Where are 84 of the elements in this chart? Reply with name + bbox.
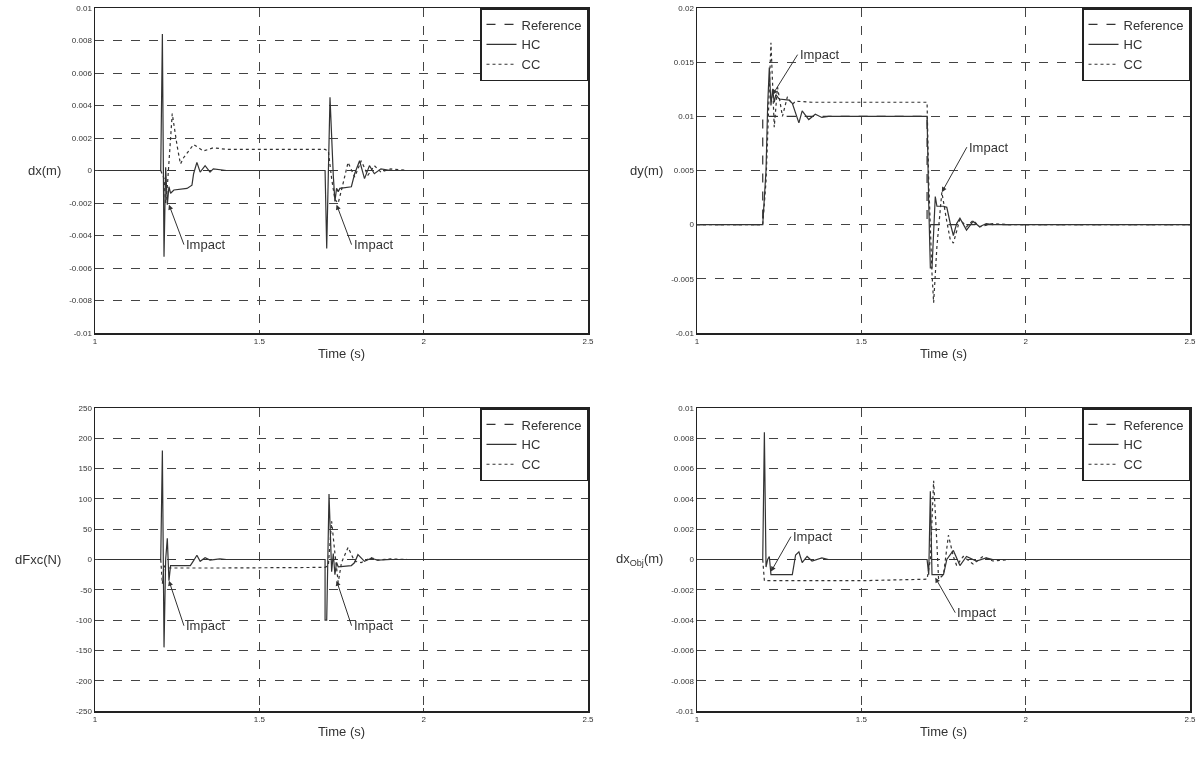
y-tick-label: -0.01 — [675, 328, 695, 338]
annotation: Impact — [186, 618, 226, 633]
annotation: Impact — [800, 47, 840, 62]
legend-label: Reference — [1123, 417, 1184, 433]
y-tick-label: 0.008 — [71, 36, 93, 46]
annotation: Impact — [354, 237, 394, 252]
annotation: Impact — [186, 237, 226, 252]
legend-label: HC — [521, 37, 541, 53]
y-axis-title: dx(m) — [28, 163, 62, 178]
y-tick-label: -0.006 — [671, 646, 695, 656]
y-tick-label: 100 — [78, 494, 93, 504]
x-tick-label: 1 — [92, 337, 98, 347]
y-axis-title: dy(m) — [630, 163, 664, 178]
y-tick-label: -0.006 — [69, 263, 93, 273]
y-tick-label: 50 — [82, 525, 93, 534]
y-tick-label: -0.005 — [671, 274, 695, 284]
legend-label: CC — [1123, 457, 1143, 473]
legend-label: Reference — [1123, 17, 1184, 33]
y-tick-label: 0.005 — [673, 166, 695, 176]
y-tick-label: 0.01 — [678, 112, 695, 122]
y-tick-label: 0.002 — [673, 525, 695, 534]
y-tick-label: 200 — [78, 434, 93, 444]
x-tick-label: 1 — [694, 337, 700, 347]
x-tick-label: 2.5 — [1184, 337, 1197, 347]
y-tick-label: 0.015 — [673, 57, 695, 67]
y-tick-label: -200 — [75, 676, 93, 686]
x-tick-label: 1 — [92, 715, 98, 725]
y-tick-label: -0.01 — [675, 706, 695, 716]
y-tick-label: 0.006 — [673, 464, 695, 474]
annotation: Impact — [793, 529, 833, 544]
legend-label: HC — [521, 437, 541, 453]
legend-label: CC — [521, 457, 541, 473]
x-tick-label: 2.5 — [1184, 715, 1197, 725]
legend-label: CC — [1123, 57, 1143, 73]
legend-label: CC — [521, 57, 541, 73]
annotation: Impact — [969, 140, 1009, 155]
legend-label: Reference — [521, 17, 582, 33]
x-tick-label: 2.5 — [582, 715, 595, 725]
y-tick-label: 0.01 — [76, 3, 93, 13]
legend-label: Reference — [521, 417, 582, 433]
y-tick-label: 0.004 — [71, 101, 93, 111]
y-axis-title: dx$_{Obj}$(m) — [616, 551, 664, 568]
x-axis-title: Time (s) — [919, 724, 968, 740]
annotation: Impact — [354, 618, 394, 633]
y-tick-label: 0 — [87, 166, 93, 176]
legend-label: HC — [1123, 437, 1143, 453]
y-tick-label: 0 — [689, 555, 695, 565]
y-tick-label: 0.01 — [678, 403, 695, 413]
x-tick-label: 1.5 — [253, 715, 266, 725]
x-tick-label: 1 — [694, 715, 700, 725]
y-tick-label: -150 — [75, 646, 93, 656]
y-tick-label: -0.008 — [671, 676, 695, 686]
y-tick-label: -0.008 — [69, 296, 93, 306]
legend-label: HC — [1123, 37, 1143, 53]
x-tick-label: 2 — [1023, 715, 1029, 725]
x-tick-label: 2 — [421, 337, 427, 347]
y-tick-label: 250 — [78, 403, 93, 413]
x-axis-title: Time (s) — [317, 346, 366, 362]
y-axis-title: dFxc(N) — [15, 552, 62, 567]
y-tick-label: -250 — [75, 706, 93, 716]
y-tick-label: 0 — [87, 555, 93, 565]
y-tick-label: -0.004 — [671, 615, 695, 625]
y-tick-label: 150 — [78, 464, 93, 474]
x-tick-label: 1.5 — [855, 337, 868, 347]
y-tick-label: -0.01 — [73, 328, 93, 338]
y-tick-label: -50 — [80, 585, 93, 595]
y-tick-label: -0.002 — [671, 585, 695, 595]
y-tick-label: 0.008 — [673, 434, 695, 444]
y-tick-label: 0.002 — [71, 133, 93, 143]
y-tick-label: 0.006 — [71, 68, 93, 78]
y-tick-label: -0.004 — [69, 231, 93, 241]
x-tick-label: 2.5 — [582, 337, 595, 347]
y-tick-label: 0.004 — [673, 494, 695, 504]
y-tick-label: 0.02 — [678, 3, 695, 13]
x-tick-label: 1.5 — [855, 715, 868, 725]
annotation: Impact — [957, 605, 997, 620]
x-tick-label: 2 — [421, 715, 427, 725]
x-axis-title: Time (s) — [317, 724, 366, 740]
x-tick-label: 1.5 — [253, 337, 266, 347]
x-tick-label: 2 — [1023, 337, 1029, 347]
y-tick-label: -0.002 — [69, 198, 93, 208]
y-tick-label: -100 — [75, 615, 93, 625]
x-axis-title: Time (s) — [919, 346, 968, 362]
y-tick-label: 0 — [689, 220, 695, 230]
